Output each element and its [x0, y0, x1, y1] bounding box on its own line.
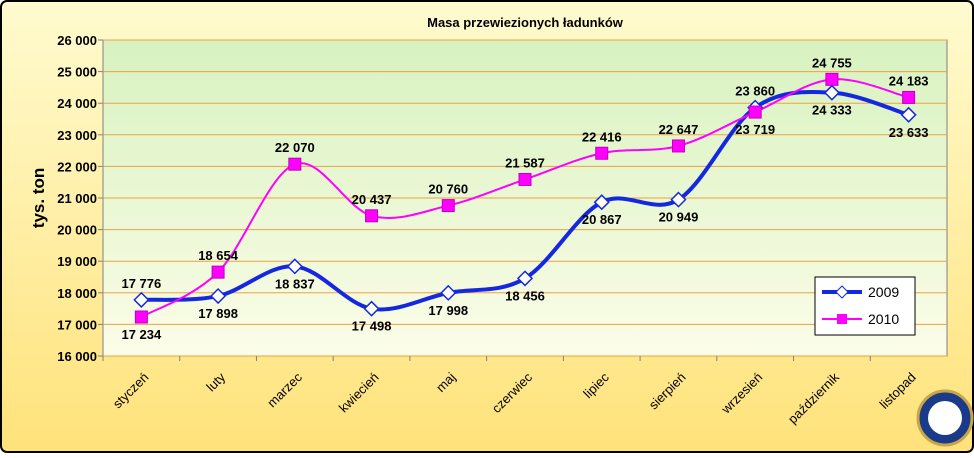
y-tick-label: 26 000 — [57, 33, 97, 48]
marker — [900, 106, 917, 123]
data-label: 17 776 — [121, 276, 161, 291]
data-label: 24 755 — [812, 55, 852, 70]
legend-label: 2010 — [868, 311, 899, 327]
marker — [210, 287, 227, 305]
marker — [671, 139, 685, 153]
legend: 2009 2010 — [814, 276, 916, 336]
data-label: 17 234 — [121, 327, 162, 342]
marker — [134, 310, 148, 324]
marker — [286, 258, 303, 275]
data-label: 22 647 — [659, 122, 699, 137]
marker — [823, 84, 840, 101]
marker — [595, 146, 609, 160]
marker — [825, 72, 839, 86]
marker — [133, 291, 150, 308]
data-label: 21 587 — [505, 155, 545, 170]
marker — [518, 172, 532, 186]
logo — [916, 389, 974, 447]
data-label: 20 760 — [428, 182, 468, 197]
data-label: 17 898 — [198, 306, 238, 321]
marker — [748, 105, 762, 119]
data-label: 17 498 — [352, 319, 392, 334]
marker — [902, 90, 916, 104]
marker — [516, 270, 534, 287]
marker — [441, 199, 455, 213]
y-tick-label: 21 000 — [57, 191, 97, 206]
data-label: 23 719 — [735, 122, 775, 137]
marker — [593, 194, 610, 211]
data-label: 20 867 — [582, 212, 622, 227]
marker — [670, 191, 687, 208]
legend-label: 2009 — [868, 284, 899, 300]
marker — [288, 157, 302, 171]
data-label: 18 456 — [505, 288, 545, 303]
y-tick-label: 18 000 — [57, 286, 97, 301]
marker — [365, 209, 379, 223]
y-tick-label: 17 000 — [57, 317, 97, 332]
data-label: 22 070 — [275, 140, 315, 155]
y-tick-label: 25 000 — [57, 65, 97, 80]
data-label: 20 437 — [352, 192, 392, 207]
y-tick-label: 23 000 — [57, 128, 97, 143]
data-label: 24 183 — [889, 73, 929, 88]
data-label: 20 949 — [659, 210, 699, 225]
line — [140, 78, 909, 318]
y-tick-label: 19 000 — [57, 254, 97, 269]
legend-marker — [837, 314, 847, 324]
y-tick-label: 24 000 — [57, 96, 97, 111]
data-label: 23 633 — [889, 125, 929, 140]
marker — [211, 265, 225, 279]
legend-marker — [835, 285, 849, 299]
data-label: 24 333 — [812, 103, 852, 118]
y-tick-label: 16 000 — [57, 349, 97, 364]
marker — [440, 284, 457, 301]
chart-title: Masa przewiezionych ładunków — [427, 15, 624, 30]
y-axis-label: tys. ton — [29, 168, 48, 228]
marker — [363, 300, 380, 317]
data-label: 17 998 — [428, 303, 468, 318]
data-label: 18 837 — [275, 276, 315, 291]
y-tick-label: 22 000 — [57, 159, 97, 174]
data-label: 18 654 — [198, 248, 239, 263]
legend-box — [814, 276, 916, 336]
y-tick-label: 20 000 — [57, 223, 97, 238]
data-label: 22 416 — [582, 129, 622, 144]
data-label: 23 860 — [735, 84, 775, 99]
